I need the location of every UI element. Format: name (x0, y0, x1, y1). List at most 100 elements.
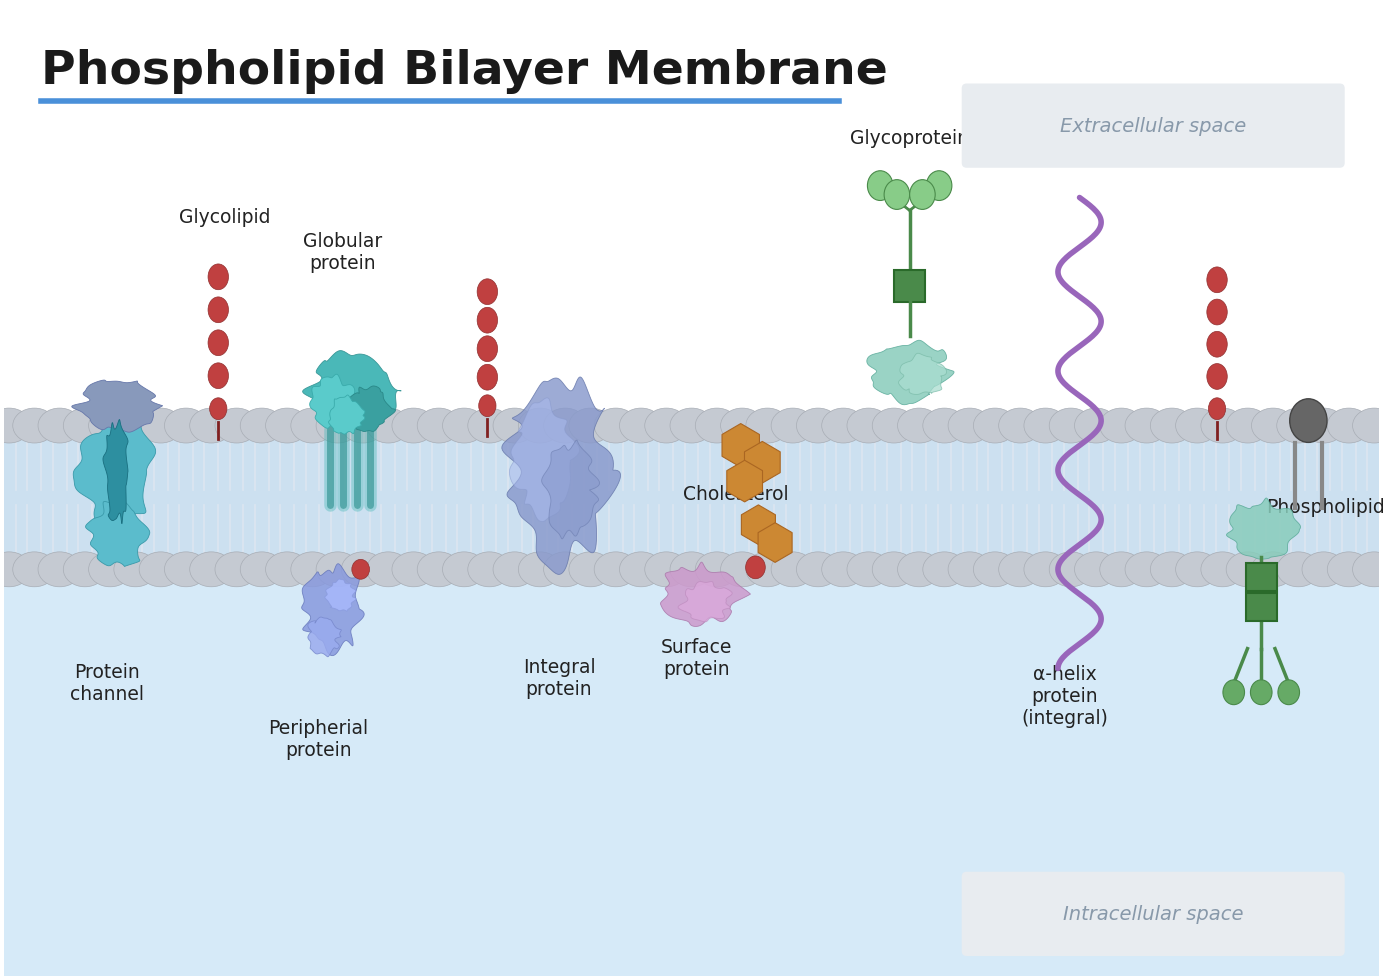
Ellipse shape (1176, 552, 1219, 587)
Ellipse shape (1277, 408, 1320, 443)
Ellipse shape (477, 308, 497, 333)
Polygon shape (757, 522, 792, 563)
Ellipse shape (847, 552, 890, 587)
Ellipse shape (1207, 364, 1228, 389)
Bar (4, 519, 1379, 976)
Polygon shape (742, 505, 776, 545)
Ellipse shape (493, 552, 536, 587)
Ellipse shape (216, 552, 258, 587)
Text: Extracellular space: Extracellular space (1060, 117, 1246, 135)
FancyBboxPatch shape (1246, 593, 1277, 621)
Ellipse shape (493, 408, 536, 443)
Ellipse shape (1352, 408, 1396, 443)
Ellipse shape (1250, 680, 1273, 705)
Ellipse shape (367, 408, 410, 443)
Ellipse shape (209, 330, 228, 356)
Ellipse shape (1023, 552, 1067, 587)
Ellipse shape (392, 552, 435, 587)
Ellipse shape (477, 336, 497, 362)
Ellipse shape (973, 408, 1016, 443)
Ellipse shape (1207, 299, 1228, 325)
Ellipse shape (973, 552, 1016, 587)
Polygon shape (346, 386, 395, 431)
Ellipse shape (417, 552, 461, 587)
Ellipse shape (518, 552, 561, 587)
Ellipse shape (63, 408, 106, 443)
Ellipse shape (113, 408, 157, 443)
Ellipse shape (1207, 331, 1228, 357)
Polygon shape (1226, 498, 1301, 560)
Polygon shape (510, 398, 580, 521)
FancyBboxPatch shape (1246, 564, 1277, 591)
Ellipse shape (468, 552, 511, 587)
Ellipse shape (88, 408, 132, 443)
Polygon shape (722, 423, 759, 467)
Ellipse shape (0, 552, 31, 587)
Ellipse shape (342, 408, 385, 443)
Ellipse shape (594, 552, 637, 587)
Ellipse shape (63, 552, 106, 587)
Ellipse shape (998, 408, 1042, 443)
Polygon shape (308, 617, 342, 657)
Ellipse shape (342, 552, 385, 587)
Ellipse shape (1176, 408, 1219, 443)
Ellipse shape (0, 408, 31, 443)
Text: Glycoprotein: Glycoprotein (850, 128, 969, 148)
Ellipse shape (771, 552, 815, 587)
Ellipse shape (594, 408, 637, 443)
Ellipse shape (822, 408, 865, 443)
Ellipse shape (316, 408, 360, 443)
Ellipse shape (468, 408, 511, 443)
Polygon shape (329, 395, 365, 434)
Ellipse shape (847, 408, 890, 443)
Ellipse shape (139, 408, 182, 443)
FancyBboxPatch shape (962, 872, 1345, 956)
Text: α-helix
protein
(integral): α-helix protein (integral) (1022, 664, 1109, 728)
Ellipse shape (1226, 552, 1270, 587)
Ellipse shape (442, 552, 486, 587)
Ellipse shape (190, 552, 232, 587)
Ellipse shape (1023, 408, 1067, 443)
Ellipse shape (113, 552, 157, 587)
Ellipse shape (1100, 408, 1142, 443)
Polygon shape (867, 340, 953, 405)
Ellipse shape (1126, 408, 1168, 443)
Ellipse shape (923, 552, 966, 587)
Text: Globular
protein: Globular protein (304, 231, 382, 272)
Ellipse shape (927, 171, 952, 201)
Ellipse shape (671, 552, 713, 587)
Ellipse shape (797, 408, 840, 443)
Ellipse shape (721, 408, 764, 443)
Ellipse shape (948, 408, 991, 443)
Polygon shape (745, 441, 780, 483)
Text: Phospholipid: Phospholipid (1266, 499, 1385, 517)
Polygon shape (301, 564, 364, 656)
Text: Surface
protein: Surface protein (661, 638, 732, 679)
Polygon shape (727, 461, 763, 502)
Ellipse shape (568, 408, 612, 443)
Ellipse shape (1100, 552, 1142, 587)
Ellipse shape (1049, 408, 1092, 443)
Ellipse shape (477, 279, 497, 305)
Ellipse shape (1151, 408, 1194, 443)
Text: Glycolipid: Glycolipid (179, 208, 270, 226)
Ellipse shape (1207, 267, 1228, 293)
Ellipse shape (241, 552, 283, 587)
Ellipse shape (671, 408, 713, 443)
Ellipse shape (885, 179, 910, 210)
Ellipse shape (1151, 552, 1194, 587)
Ellipse shape (910, 179, 935, 210)
Text: Phospholipid Bilayer Membrane: Phospholipid Bilayer Membrane (42, 49, 888, 94)
Ellipse shape (746, 408, 790, 443)
Ellipse shape (568, 552, 612, 587)
Ellipse shape (1201, 408, 1245, 443)
Polygon shape (325, 579, 356, 612)
Ellipse shape (518, 408, 561, 443)
Text: Integral
protein: Integral protein (522, 658, 595, 699)
Ellipse shape (209, 264, 228, 290)
Ellipse shape (897, 552, 941, 587)
Ellipse shape (872, 552, 916, 587)
Ellipse shape (998, 552, 1042, 587)
FancyBboxPatch shape (962, 83, 1345, 168)
Ellipse shape (479, 395, 496, 416)
